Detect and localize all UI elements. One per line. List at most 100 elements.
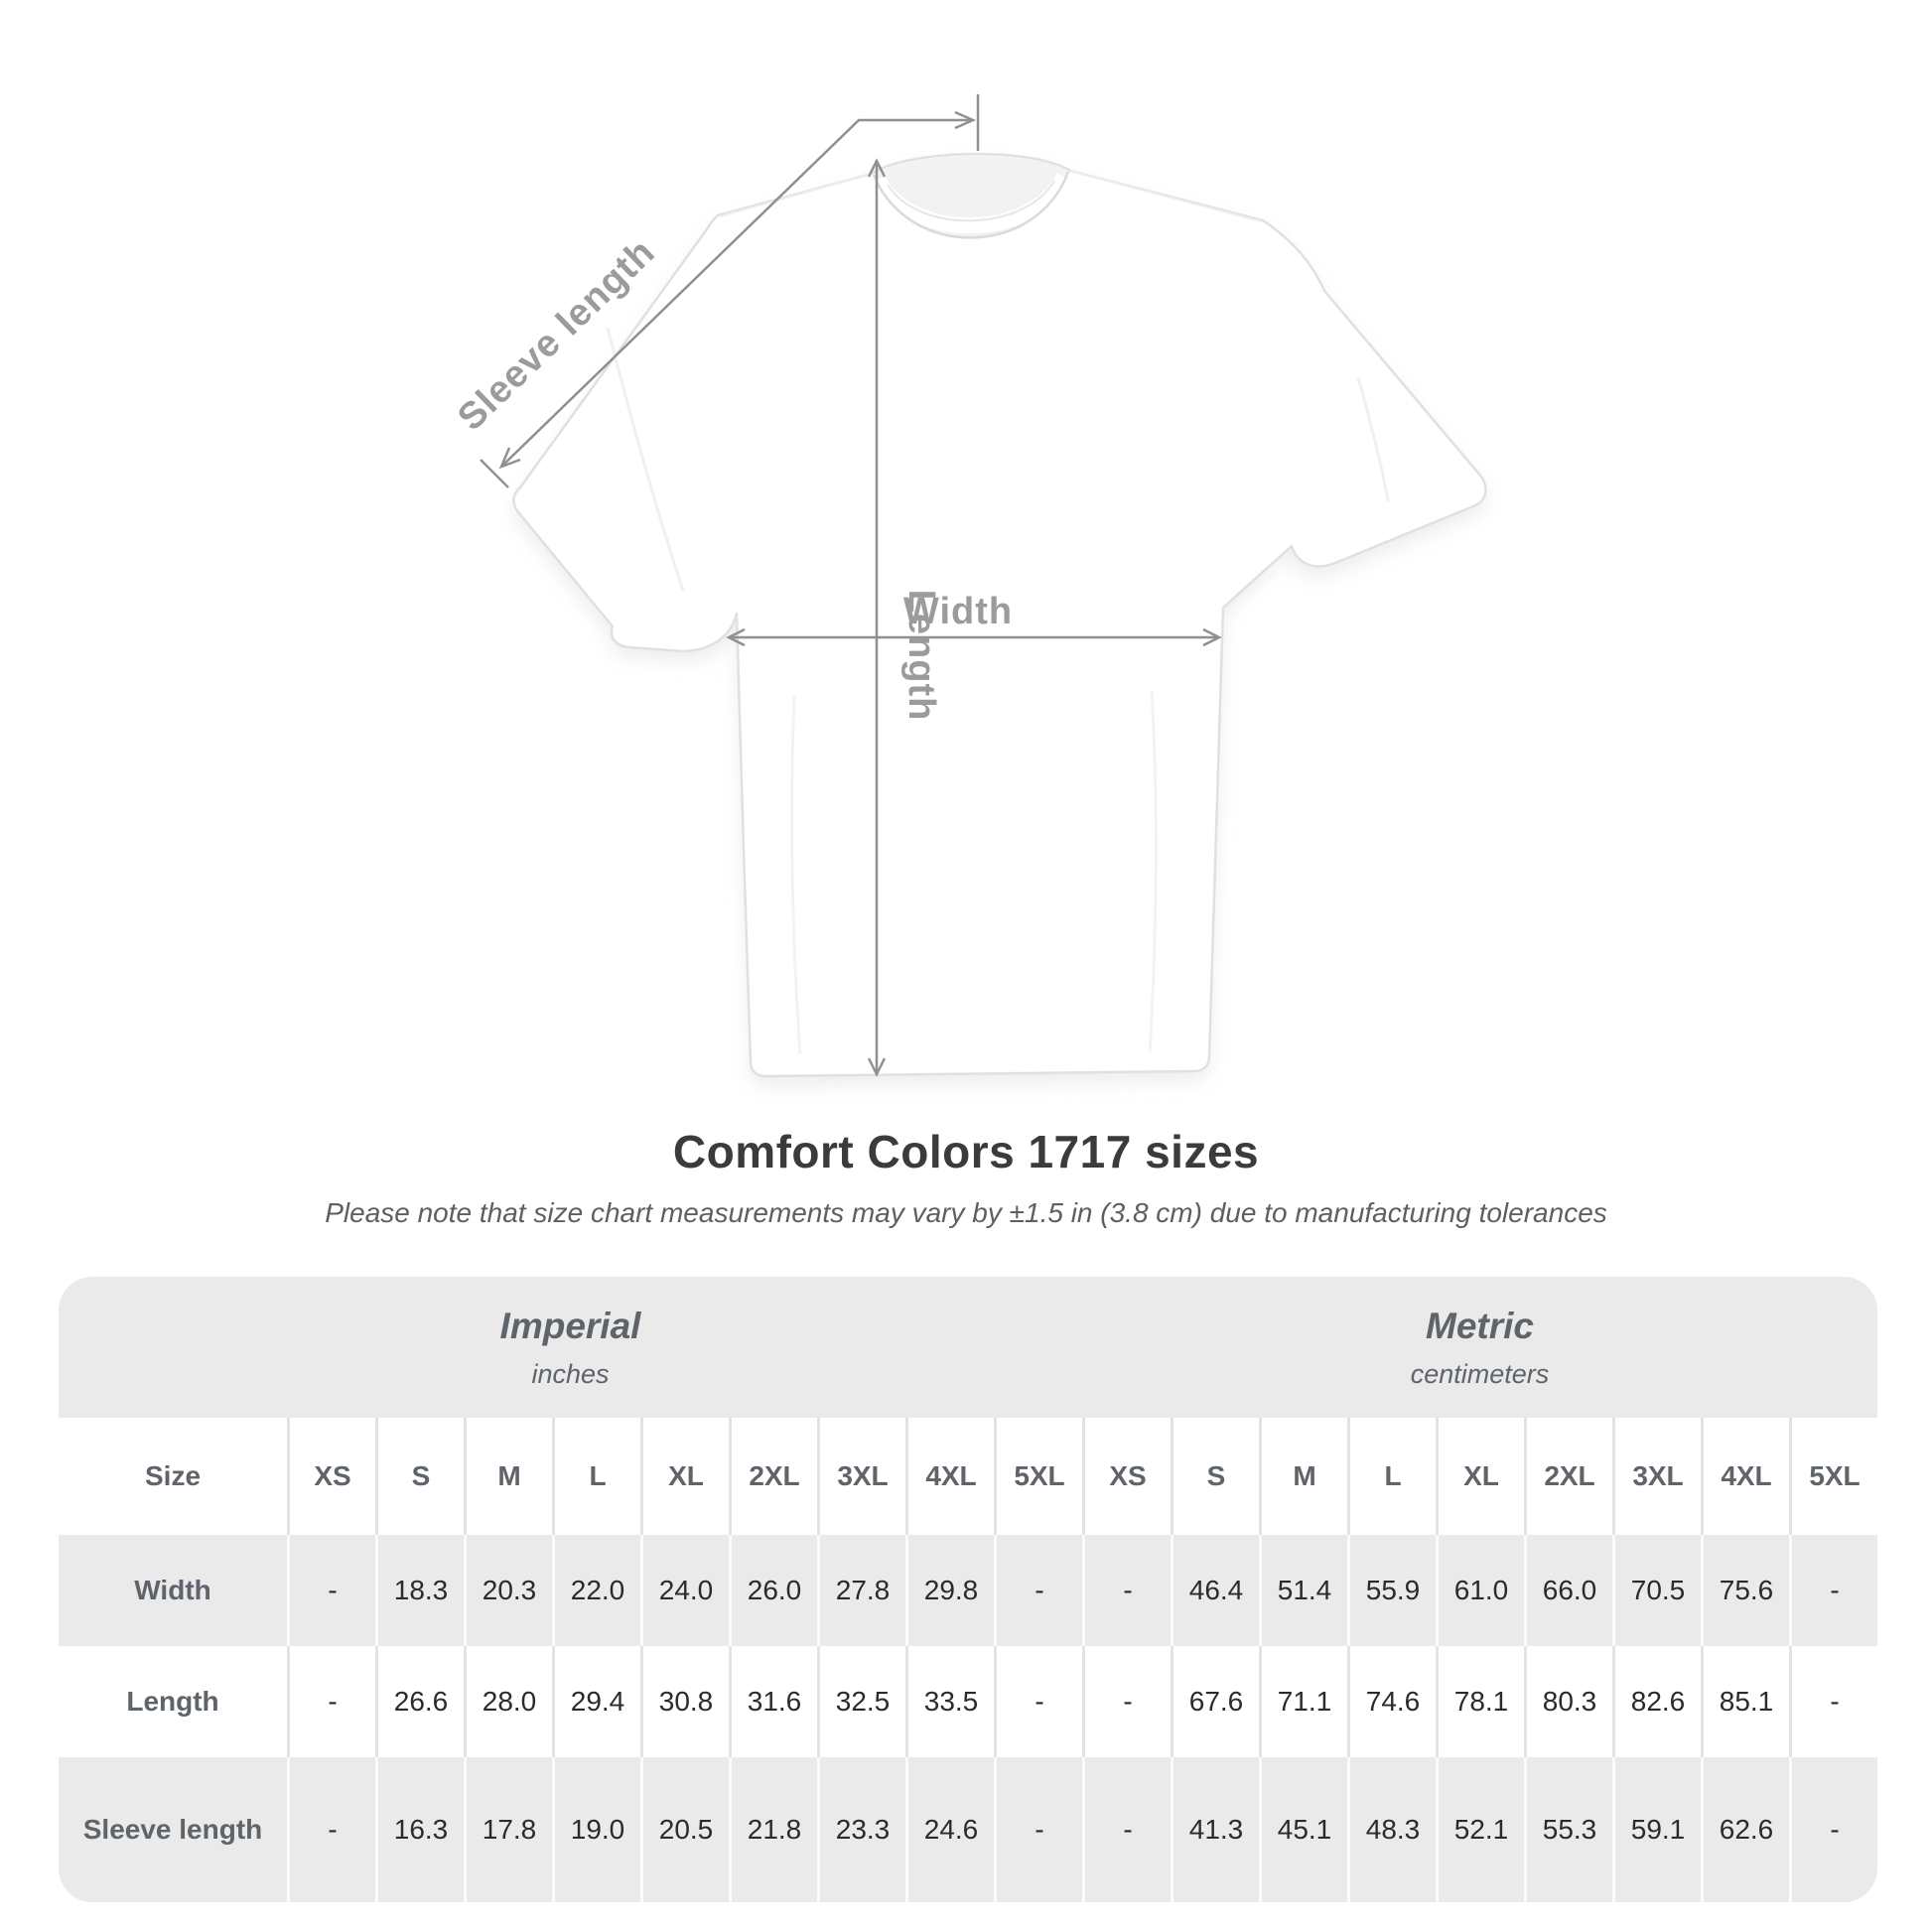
column-header: XL (1436, 1418, 1524, 1535)
table-cell: 62.6 (1701, 1757, 1789, 1902)
table-cell: - (287, 1757, 375, 1902)
column-header: 5XL (994, 1418, 1082, 1535)
table-cell: 67.6 (1171, 1646, 1259, 1757)
table-cell: 17.8 (464, 1757, 552, 1902)
collar-band (870, 172, 1072, 234)
table-cell: 45.1 (1259, 1757, 1347, 1902)
table-cell: 33.5 (905, 1646, 994, 1757)
table-cell: 66.0 (1524, 1535, 1612, 1646)
table-cell: 26.0 (729, 1535, 817, 1646)
table-cell: 27.8 (817, 1535, 905, 1646)
table-cell: 20.5 (640, 1757, 729, 1902)
table-cell: 55.3 (1524, 1757, 1612, 1902)
table-cell: 23.3 (817, 1757, 905, 1902)
column-header: 4XL (1701, 1418, 1789, 1535)
arrowhead-right (954, 110, 977, 130)
table-cell: 59.1 (1612, 1757, 1701, 1902)
table-cell: 61.0 (1436, 1535, 1524, 1646)
column-header: XS (1082, 1418, 1171, 1535)
table-cell: - (287, 1646, 375, 1757)
table-cell: - (1789, 1646, 1877, 1757)
table-cell: 28.0 (464, 1646, 552, 1757)
column-header: 5XL (1789, 1418, 1877, 1535)
shoulder-seam-left (719, 173, 873, 217)
table-cell: 71.1 (1259, 1646, 1347, 1757)
table-cell: 24.6 (905, 1757, 994, 1902)
table-cell: 21.8 (729, 1757, 817, 1902)
arrowhead-down (867, 1057, 887, 1077)
table-cell: 26.6 (375, 1646, 464, 1757)
table-cell: 20.3 (464, 1535, 552, 1646)
arrowhead-right (1202, 627, 1222, 647)
table-cell: 19.0 (552, 1757, 640, 1902)
column-header: 2XL (1524, 1418, 1612, 1535)
table-cell: 30.8 (640, 1646, 729, 1757)
tolerance-note: Please note that size chart measurements… (325, 1197, 1607, 1228)
width-label: Width (903, 591, 1013, 632)
size-table: Imperial inches Metric centimeters Size … (59, 1277, 1877, 1902)
measurement-lines (480, 94, 1222, 1077)
column-header: 3XL (1612, 1418, 1701, 1535)
table-cell: 75.6 (1701, 1535, 1789, 1646)
table-cell: 51.4 (1259, 1535, 1347, 1646)
table-cell: 48.3 (1347, 1757, 1436, 1902)
column-header: L (552, 1418, 640, 1535)
table-cell: 78.1 (1436, 1646, 1524, 1757)
page-title: Comfort Colors 1717 sizes (672, 1126, 1260, 1177)
fold-line (1148, 689, 1158, 1053)
column-header-size: Size (59, 1418, 287, 1535)
table-cell: 29.8 (905, 1535, 994, 1646)
table-cell: - (994, 1757, 1082, 1902)
column-header: XL (640, 1418, 729, 1535)
row-label-length: Length (59, 1646, 287, 1757)
table-cell: 85.1 (1701, 1646, 1789, 1757)
table-cell: - (1082, 1535, 1171, 1646)
imperial-unit: inches (531, 1358, 610, 1389)
collar-inner-seam (887, 180, 1055, 222)
tshirt-outline (512, 152, 1487, 1078)
length-label: Length (900, 590, 942, 722)
table-cell: 31.6 (729, 1646, 817, 1757)
table-cell: 52.1 (1436, 1757, 1524, 1902)
collar-seam (872, 171, 1070, 239)
row-label-sleeve-length: Sleeve length (59, 1757, 287, 1902)
arrowhead-up (867, 158, 887, 178)
tshirt-measurement-diagram: Sleeve length Length Width (450, 94, 1487, 1086)
column-header: XS (287, 1418, 375, 1535)
table-cell: - (287, 1535, 375, 1646)
table-cell: 22.0 (552, 1535, 640, 1646)
table-cell: 70.5 (1612, 1535, 1701, 1646)
table-cell: - (1789, 1535, 1877, 1646)
table-cell: 41.3 (1171, 1757, 1259, 1902)
table-cell: 80.3 (1524, 1646, 1612, 1757)
table-cell: 46.4 (1171, 1535, 1259, 1646)
column-header: M (1259, 1418, 1347, 1535)
table-cell: 82.6 (1612, 1646, 1701, 1757)
arrowhead-left (726, 627, 746, 647)
table-cell: 18.3 (375, 1535, 464, 1646)
column-header: 4XL (905, 1418, 994, 1535)
table-cell: 24.0 (640, 1535, 729, 1646)
table-cell: - (994, 1535, 1082, 1646)
sleeve-end-tick (480, 459, 509, 488)
column-header: L (1347, 1418, 1436, 1535)
arrowhead-down-left (498, 447, 521, 470)
table-cell: 55.9 (1347, 1535, 1436, 1646)
table-cell: 74.6 (1347, 1646, 1436, 1757)
table-cell: - (994, 1646, 1082, 1757)
fold-line (790, 694, 802, 1055)
fold-line (606, 327, 685, 592)
column-header: M (464, 1418, 552, 1535)
metric-header: Metric centimeters (1082, 1277, 1877, 1418)
fold-line (1356, 376, 1390, 502)
column-header: 3XL (817, 1418, 905, 1535)
table-cell: 16.3 (375, 1757, 464, 1902)
metric-title: Metric (1426, 1305, 1534, 1346)
table-cell: - (1082, 1757, 1171, 1902)
imperial-title: Imperial (499, 1305, 641, 1346)
table-cell: - (1082, 1646, 1171, 1757)
table-cell: - (1789, 1757, 1877, 1902)
column-header: 2XL (729, 1418, 817, 1535)
table-cell: 29.4 (552, 1646, 640, 1757)
